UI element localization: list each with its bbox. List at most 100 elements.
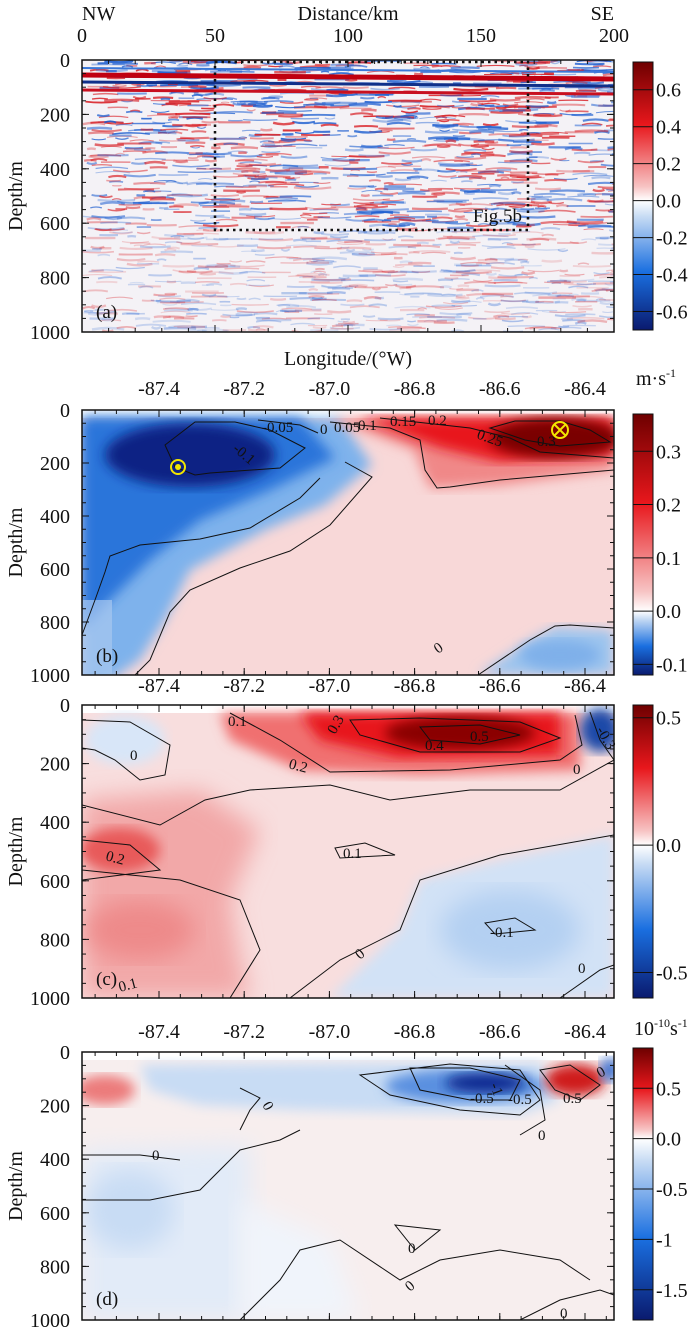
reflection-mark: [555, 204, 569, 208]
reflection-mark: [441, 293, 456, 296]
reflection-mark: [310, 270, 322, 273]
reflection-mark: [345, 248, 356, 252]
x-tick-label: 200: [599, 25, 629, 47]
reflection-mark: [595, 193, 614, 196]
colorbar: [632, 1047, 654, 1321]
reflection-mark: [238, 162, 276, 166]
reflection-mark: [489, 221, 500, 225]
reflection-mark: [537, 204, 547, 208]
reflection-mark: [91, 97, 109, 100]
reflection-mark: [383, 181, 394, 185]
corner-label-se: SE: [591, 3, 614, 25]
reflection-mark: [250, 248, 265, 253]
reflection-mark: [565, 80, 588, 85]
reflection-mark: [511, 191, 522, 195]
reflection-mark: [444, 276, 459, 280]
reflection-mark: [258, 180, 287, 184]
reflection-mark: [280, 155, 308, 159]
reflection-mark: [230, 154, 263, 158]
reflection-mark: [162, 264, 195, 268]
seafloor-reflection: [82, 80, 614, 88]
reflection-mark: [420, 98, 442, 101]
y-tick-label: 400: [40, 812, 70, 834]
reflection-mark: [577, 192, 597, 197]
reflection-mark: [569, 241, 588, 244]
fig5b-label: Fig.5b: [473, 206, 522, 227]
reflection-mark: [552, 281, 574, 285]
reflection-mark: [104, 98, 140, 102]
reflection-mark: [220, 315, 232, 318]
reflection-mark: [202, 224, 239, 228]
reflection-mark: [424, 143, 462, 147]
reflection-mark: [263, 141, 281, 145]
reflection-mark: [546, 279, 571, 283]
reflection-mark: [512, 231, 544, 234]
reflection-mark: [617, 264, 633, 265]
y-tick-label: 1000: [30, 988, 70, 1010]
reflection-mark: [476, 64, 515, 67]
reflection-mark: [511, 312, 539, 315]
reflection-mark: [254, 253, 275, 256]
reflection-mark: [89, 269, 124, 272]
reflection-mark: [574, 321, 587, 325]
reflection-mark: [490, 111, 524, 114]
reflection-mark: [455, 294, 466, 298]
reflection-mark: [443, 301, 469, 305]
reflection-mark: [210, 146, 221, 150]
reflection-mark: [541, 259, 563, 263]
reflection-mark: [480, 95, 500, 98]
reflection-mark: [555, 294, 575, 298]
reflection-mark: [401, 159, 423, 163]
reflection-mark: [163, 326, 197, 330]
reflection-mark: [331, 324, 344, 328]
reflection-mark: [517, 258, 529, 261]
reflection-mark: [325, 94, 347, 98]
reflection-mark: [151, 236, 181, 240]
reflection-mark: [524, 291, 558, 295]
reflection-mark: [243, 64, 268, 67]
seafloor-reflection: [82, 67, 614, 73]
reflection-mark: [237, 77, 258, 81]
colorbar-tick-label: -0.5: [656, 1179, 688, 1201]
reflection-mark: [167, 131, 183, 135]
reflection-mark: [394, 263, 423, 267]
reflection-mark: [470, 153, 482, 156]
reflection-mark: [245, 231, 276, 234]
reflection-mark: [321, 284, 342, 288]
reflection-mark: [572, 81, 605, 85]
reflection-mark: [390, 169, 418, 172]
reflection-mark: [392, 104, 402, 108]
reflection-mark: [156, 258, 167, 262]
reflection-mark: [201, 120, 220, 124]
reflection-mark: [328, 72, 354, 76]
reflection-mark: [512, 222, 541, 227]
into-page-marker-icon: [551, 421, 569, 439]
colorbar-tick-label: 0.0: [656, 835, 681, 857]
reflection-mark: [88, 131, 114, 135]
reflection-mark: [407, 244, 441, 249]
reflection-mark: [454, 215, 466, 218]
reflection-mark: [137, 260, 160, 263]
field-d: [82, 1052, 614, 1320]
contour-label: 0: [560, 1306, 568, 1322]
reflection-mark: [346, 299, 363, 303]
reflection-mark: [190, 219, 206, 222]
reflection-mark: [436, 318, 468, 322]
reflection-mark: [591, 288, 614, 293]
reflection-mark: [398, 222, 416, 226]
reflection-mark: [176, 181, 189, 185]
reflection-mark: [308, 288, 319, 292]
reflection-mark: [165, 179, 178, 183]
reflection-mark: [353, 130, 383, 134]
x-tick-label: -87.4: [138, 378, 180, 400]
reflection-mark: [311, 260, 337, 264]
reflection-mark: [399, 293, 425, 296]
reflection-mark: [427, 293, 463, 298]
reflection-mark: [583, 174, 614, 177]
reflection-mark: [616, 191, 632, 192]
reflection-mark: [168, 115, 179, 120]
reflection-mark: [363, 218, 384, 222]
reflection-mark: [206, 282, 223, 286]
reflection-mark: [450, 329, 465, 332]
reflection-mark: [134, 317, 151, 321]
